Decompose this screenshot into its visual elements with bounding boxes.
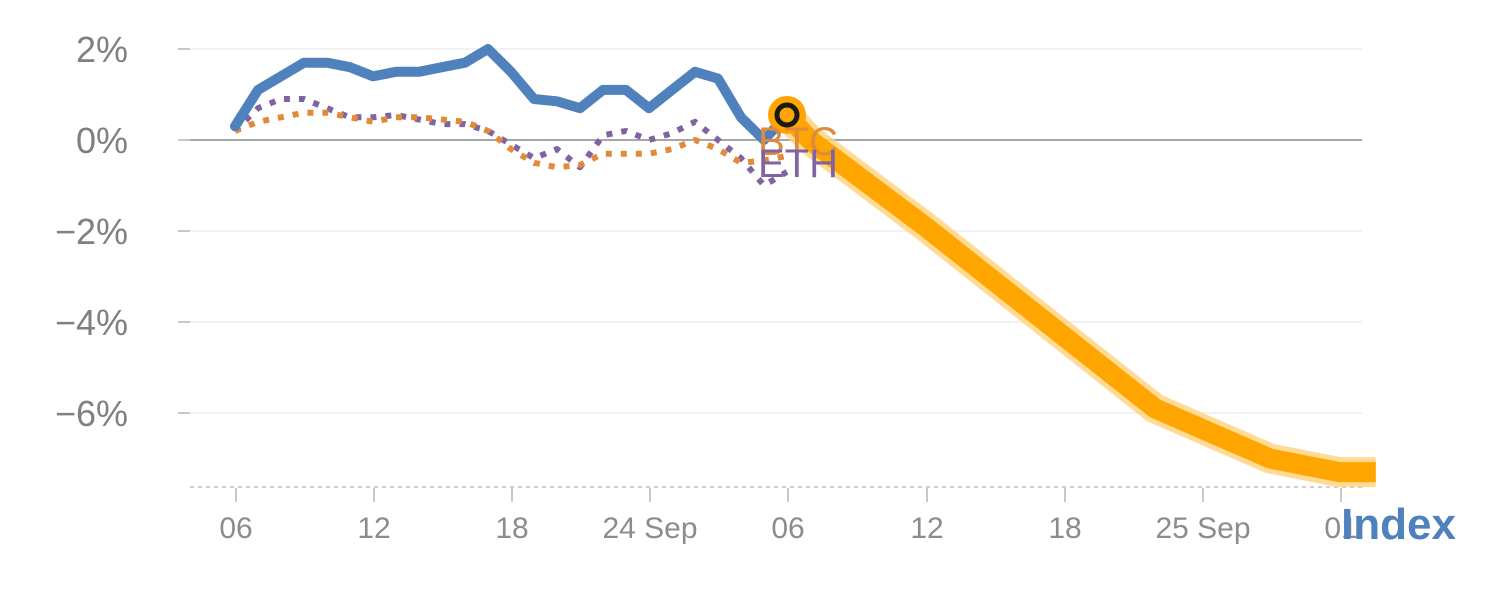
series — [230, 44, 1376, 488]
x-tick-label: 12 — [910, 512, 943, 545]
x-tick-label: 01 — [1324, 512, 1357, 545]
x-tick-label: 24 Sep — [602, 512, 697, 545]
x-tick-label: 18 — [495, 512, 528, 545]
eth-line — [232, 96, 789, 189]
y-tick-label: 0% — [76, 120, 128, 161]
y-tick-label: −6% — [55, 393, 128, 434]
highlight-point — [774, 102, 800, 128]
eth-label: ETH — [758, 142, 838, 186]
highlight-point-halo — [768, 95, 806, 134]
projection-line — [779, 108, 1376, 483]
x-tick-label: 12 — [357, 512, 390, 545]
index-line — [230, 44, 792, 145]
btc-label: BTC — [758, 120, 838, 164]
legend-index-label: Index — [1341, 500, 1456, 549]
x-tick-label: 18 — [1048, 512, 1081, 545]
projection-glow — [775, 104, 1376, 488]
axes: 2% 0% −2% −4% −6% 06 12 18 24 Sep 06 12 18 25 Sep 01 — [55, 29, 1362, 545]
x-tick-label: 06 — [771, 512, 804, 545]
x-tick-label: 25 Sep — [1155, 512, 1250, 545]
btc-line — [233, 109, 788, 171]
y-tick-label: 2% — [76, 29, 128, 70]
grid — [178, 48, 1362, 414]
y-tick-label: −4% — [55, 302, 128, 343]
x-tick-label: 06 — [219, 512, 252, 545]
y-tick-label: −2% — [55, 211, 128, 252]
